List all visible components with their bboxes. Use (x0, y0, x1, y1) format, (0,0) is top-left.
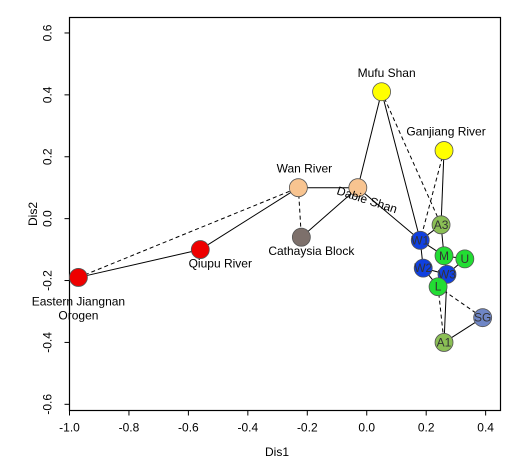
labels-layer: Eastern Jiangnan Orogen Qiupu River Wan Riv… (32, 66, 486, 323)
site-label-MS: Mufu Shan (358, 66, 416, 80)
point-A1 (434, 333, 454, 352)
point-EJO (69, 268, 88, 287)
y-tick-label-4: 0.2 (41, 148, 55, 165)
point-label-A3: A3 (434, 218, 449, 232)
y-axis: -0.6 -0.4 -0.2 0.0 0.2 0.4 0.6 (41, 24, 70, 415)
plot-frame (68, 16, 502, 412)
edge-CB-DS (301, 187, 359, 238)
x-tick-label-2: -0.6 (178, 421, 199, 435)
site-label-QR: Qiupu River (189, 257, 252, 271)
edge-EJO-WR (78, 187, 299, 278)
point-U (455, 249, 475, 269)
x-axis-title: Dis1 (265, 445, 289, 459)
point-M (434, 246, 454, 266)
y-tick-label-0: -0.6 (41, 394, 55, 415)
point-CB (291, 227, 311, 247)
point-WR (288, 178, 308, 198)
site-label-CB: Cathaysia Block (268, 244, 355, 258)
point-DS (348, 178, 368, 198)
edge-EJO-QR (78, 249, 201, 278)
point-L (428, 277, 448, 297)
x-tick-label-4: -0.2 (297, 421, 318, 435)
points-layer: W1 A3 M U W2 W3L SG A1 (69, 82, 493, 352)
x-tick-label-3: -0.4 (238, 421, 259, 435)
site-label-WR: Wan River (277, 162, 333, 176)
point-MS (372, 82, 392, 102)
point-GR (434, 141, 454, 160)
point-label-A1: A1 (437, 335, 452, 349)
point-label-L: L (435, 280, 442, 294)
edge-DS-MS (357, 91, 383, 188)
edge-GR-W1 (419, 150, 445, 241)
point-label-U: U (460, 252, 469, 266)
edge-MS-A3 (381, 91, 442, 226)
y-tick-label-1: -0.4 (41, 332, 55, 353)
x-tick-label-7: 0.4 (477, 421, 494, 435)
x-tick-label-1: -0.8 (119, 421, 140, 435)
point-W1 (410, 230, 430, 250)
point-label-W1: W1 (411, 233, 429, 247)
point-SG (473, 308, 493, 328)
point-label-W3: W3 (438, 267, 456, 281)
point-QR (190, 240, 210, 259)
x-axis: -1.0 -0.8 -0.6 -0.4 -0.2 0.0 0.2 0.4 (59, 410, 494, 435)
point-label-SG: SG (474, 311, 491, 325)
x-tick-label-0: -1.0 (59, 421, 80, 435)
y-tick-label-2: -0.2 (41, 270, 55, 291)
x-tick-label-5: 0.0 (358, 421, 375, 435)
y-tick-label-5: 0.4 (41, 86, 55, 103)
y-tick-label-3: 0.0 (41, 210, 55, 227)
y-axis-title: Dis2 (26, 202, 40, 226)
x-tick-label-6: 0.2 (418, 421, 435, 435)
edge-MS-W1 (381, 91, 421, 241)
edge-DS-W1 (357, 187, 421, 241)
y-tick-label-6: 0.6 (41, 24, 55, 41)
point-label-W2: W2 (414, 261, 432, 275)
site-label-GR: Ganjiang River (406, 125, 485, 139)
edge-QR-WR (200, 187, 299, 251)
site-label-EJO: Eastern Jiangnan Orogen (32, 294, 125, 322)
edge-GR-A3 (440, 150, 445, 225)
point-label-M: M (439, 249, 449, 263)
point-A3 (431, 215, 451, 235)
point-W2 (413, 258, 433, 278)
